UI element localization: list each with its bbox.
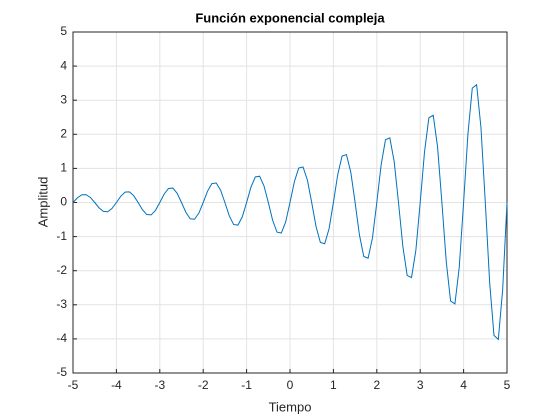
- x-tick-label: 5: [504, 378, 511, 392]
- y-tick-label: 4: [60, 58, 67, 72]
- y-tick-label: -5: [56, 365, 67, 379]
- x-tick-label: 0: [287, 378, 294, 392]
- x-tick-label: -4: [111, 378, 122, 392]
- y-tick-label: -3: [56, 297, 67, 311]
- x-tick-label: -2: [198, 378, 209, 392]
- x-tick-label: -3: [154, 378, 165, 392]
- y-tick-label: 2: [60, 126, 67, 140]
- y-tick-label: 0: [60, 195, 67, 209]
- chart-title: Función exponencial compleja: [195, 10, 385, 25]
- y-tick-label: -1: [56, 229, 67, 243]
- y-tick-label: -4: [56, 331, 67, 345]
- x-tick-label: -1: [241, 378, 252, 392]
- y-axis-label: Amplitud: [35, 177, 50, 228]
- y-tick-label: -2: [56, 263, 67, 277]
- x-tick-label: 4: [460, 378, 467, 392]
- x-axis-label: Tiempo: [269, 399, 312, 414]
- line-series: [72, 83, 508, 341]
- x-tick-label: 2: [373, 378, 380, 392]
- x-tick-label: 3: [417, 378, 424, 392]
- y-tick-label: 5: [60, 24, 67, 38]
- y-tick-label: 1: [60, 161, 67, 175]
- x-tick-label: 1: [330, 378, 337, 392]
- y-tick-label: 3: [60, 92, 67, 106]
- x-tick-label: -5: [68, 378, 79, 392]
